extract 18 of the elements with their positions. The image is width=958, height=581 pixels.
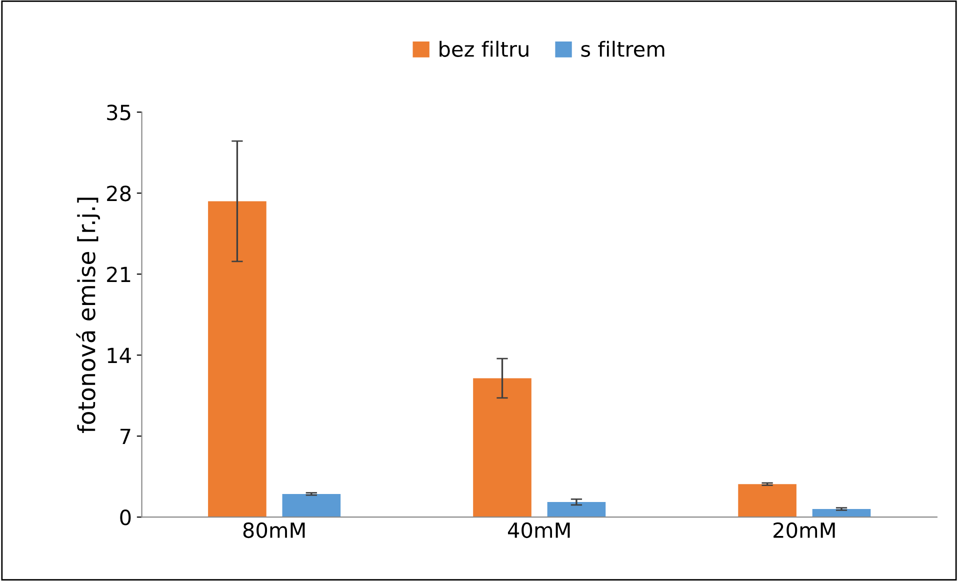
legend-label: bez filtru bbox=[440, 40, 528, 57]
y-tick-label: 0 bbox=[120, 510, 131, 526]
bar bbox=[208, 201, 266, 518]
y-tick-label: 35 bbox=[107, 104, 130, 120]
bar bbox=[812, 508, 871, 518]
x-tick-label: 40mM bbox=[508, 522, 570, 538]
bar bbox=[282, 494, 341, 518]
bar bbox=[473, 378, 532, 518]
x-tick-label: 20mM bbox=[774, 522, 835, 538]
bar bbox=[547, 502, 606, 518]
y-tick-label: 28 bbox=[107, 186, 131, 202]
legend-label: s filtrem bbox=[581, 40, 664, 57]
x-tick-label: 80mM bbox=[243, 522, 305, 538]
y-tick-label: 21 bbox=[107, 266, 130, 282]
y-tick-label: 7 bbox=[120, 428, 130, 444]
y-tick-label: 14 bbox=[108, 348, 131, 364]
bar bbox=[738, 484, 796, 518]
y-axis-title: fotonová emise [r.j.] bbox=[76, 198, 100, 433]
